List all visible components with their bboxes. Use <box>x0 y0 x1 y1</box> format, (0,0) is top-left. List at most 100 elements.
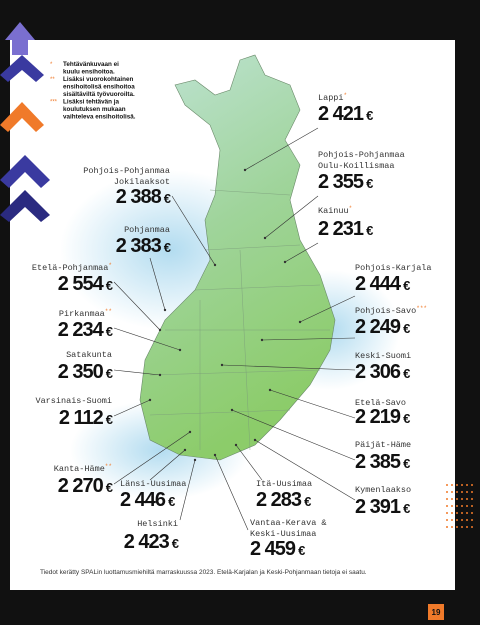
region-name: Itä-Uusimaa <box>256 479 312 489</box>
dot <box>471 498 473 500</box>
currency: € <box>366 108 373 123</box>
region-value: 2 306 € <box>355 361 410 383</box>
region-value: 2 283 € <box>256 489 311 511</box>
region-name: Pohjanmaa <box>124 225 170 235</box>
region-value: 2 350 € <box>58 361 113 383</box>
footnote: Tiedot kerätty SPALin luottamusmiehiltä … <box>40 569 367 576</box>
note-text: ensihoitolisä ensihoitoa <box>63 84 135 91</box>
note-text: sisältäviltä työvuoroilta. <box>63 91 135 98</box>
leader-line <box>261 337 356 341</box>
leader-line <box>244 127 319 171</box>
region-name-text: Pohjois-Pohjanmaa <box>318 150 405 160</box>
dot <box>466 505 468 507</box>
page-number: 19 <box>432 608 441 617</box>
region-amount: 2 383 <box>116 235 162 257</box>
page-number-box <box>428 604 444 620</box>
region-marker: * <box>349 205 353 212</box>
leader-line <box>113 369 161 376</box>
dot <box>456 491 458 493</box>
region-amount: 2 388 <box>116 186 162 208</box>
currency: € <box>168 494 175 509</box>
region-name-text: Päijät-Häme <box>355 440 411 450</box>
dot <box>461 491 463 493</box>
dot <box>466 512 468 514</box>
dot <box>466 519 468 521</box>
region-amount: 2 391 <box>355 496 401 518</box>
region-name: Kymenlaakso <box>355 485 411 495</box>
leader-line <box>231 409 356 461</box>
leader-dot <box>234 443 238 447</box>
leader-dot <box>230 408 234 412</box>
leader-line <box>214 454 249 531</box>
leader-line <box>299 295 356 323</box>
dot <box>461 498 463 500</box>
region-name: Vantaa-Kerava & <box>250 518 327 528</box>
region-amount: 2 234 <box>58 319 105 341</box>
region-name-text: Vantaa-Kerava & <box>250 518 327 528</box>
region-value: 2 388 € <box>116 186 171 208</box>
region-name-text: Oulu-Koillismaa <box>318 161 395 171</box>
currency: € <box>403 366 410 381</box>
dot <box>446 484 448 486</box>
currency: € <box>366 176 373 191</box>
leader-dot <box>213 263 217 267</box>
leader-dot <box>158 328 162 332</box>
currency: € <box>298 543 305 558</box>
currency: € <box>403 321 410 336</box>
region-name: Kanta-Häme** <box>54 463 112 474</box>
currency: € <box>403 501 410 516</box>
note-text: Lisäksi vuorokohtainen <box>63 76 133 83</box>
region-name: Länsi-Uusimaa <box>120 479 186 489</box>
dot <box>471 484 473 486</box>
region-amount: 2 423 <box>124 531 170 553</box>
dot <box>466 498 468 500</box>
region-name-text: Keski-Uusimaa <box>250 529 316 539</box>
region-value: 2 459 € <box>250 538 305 560</box>
region-name-text: Helsinki <box>137 519 178 529</box>
leader-dot <box>193 458 197 462</box>
dot <box>446 498 448 500</box>
dot <box>456 505 458 507</box>
region-name-text: Pohjois-Karjala <box>355 263 432 273</box>
dot <box>466 491 468 493</box>
region-name: Oulu-Koillismaa <box>318 161 395 171</box>
leader-line <box>235 444 263 481</box>
region-value: 2 383 € <box>116 235 171 257</box>
region-amount: 2 306 <box>355 361 401 383</box>
region-name: Pohjois-Pohjanmaa <box>318 150 405 160</box>
region-amount: 2 355 <box>318 171 364 193</box>
leader-dot <box>188 430 192 434</box>
region-name: Lappi* <box>318 92 347 103</box>
region-name-text: Pirkanmaa <box>59 309 105 319</box>
leader-line <box>171 195 216 266</box>
region-amount: 2 459 <box>250 538 296 560</box>
region-value: 2 112 € <box>59 407 113 429</box>
dot <box>471 505 473 507</box>
currency: € <box>403 456 410 471</box>
region-value: 2 423 € <box>124 531 179 553</box>
currency: € <box>106 366 113 381</box>
currency: € <box>304 494 311 509</box>
region-value: 2 249 € <box>355 316 410 338</box>
dot <box>471 512 473 514</box>
note-text: kuulu ensihoitoa. <box>63 69 115 76</box>
dot <box>451 505 453 507</box>
leader-line <box>113 431 191 485</box>
region-name-text: Itä-Uusimaa <box>256 479 312 489</box>
region-value: 2 219 € <box>355 406 410 428</box>
dot <box>456 498 458 500</box>
region-amount: 2 231 <box>318 218 364 240</box>
dot <box>461 505 463 507</box>
dot <box>446 491 448 493</box>
region-name: Keski-Uusimaa <box>250 529 316 539</box>
region-borders <box>149 189 330 451</box>
leader-dot <box>263 236 267 240</box>
region-marker: *** <box>416 305 427 312</box>
region-name-text: Jokilaaksot <box>114 177 170 187</box>
leader-dot <box>213 453 217 457</box>
note-marker: ** <box>50 77 55 83</box>
dot <box>471 491 473 493</box>
region-name-text: Kanta-Häme <box>54 464 105 474</box>
region-amount: 2 421 <box>318 103 364 125</box>
note-text: koulutuksen mukaan <box>63 106 126 113</box>
